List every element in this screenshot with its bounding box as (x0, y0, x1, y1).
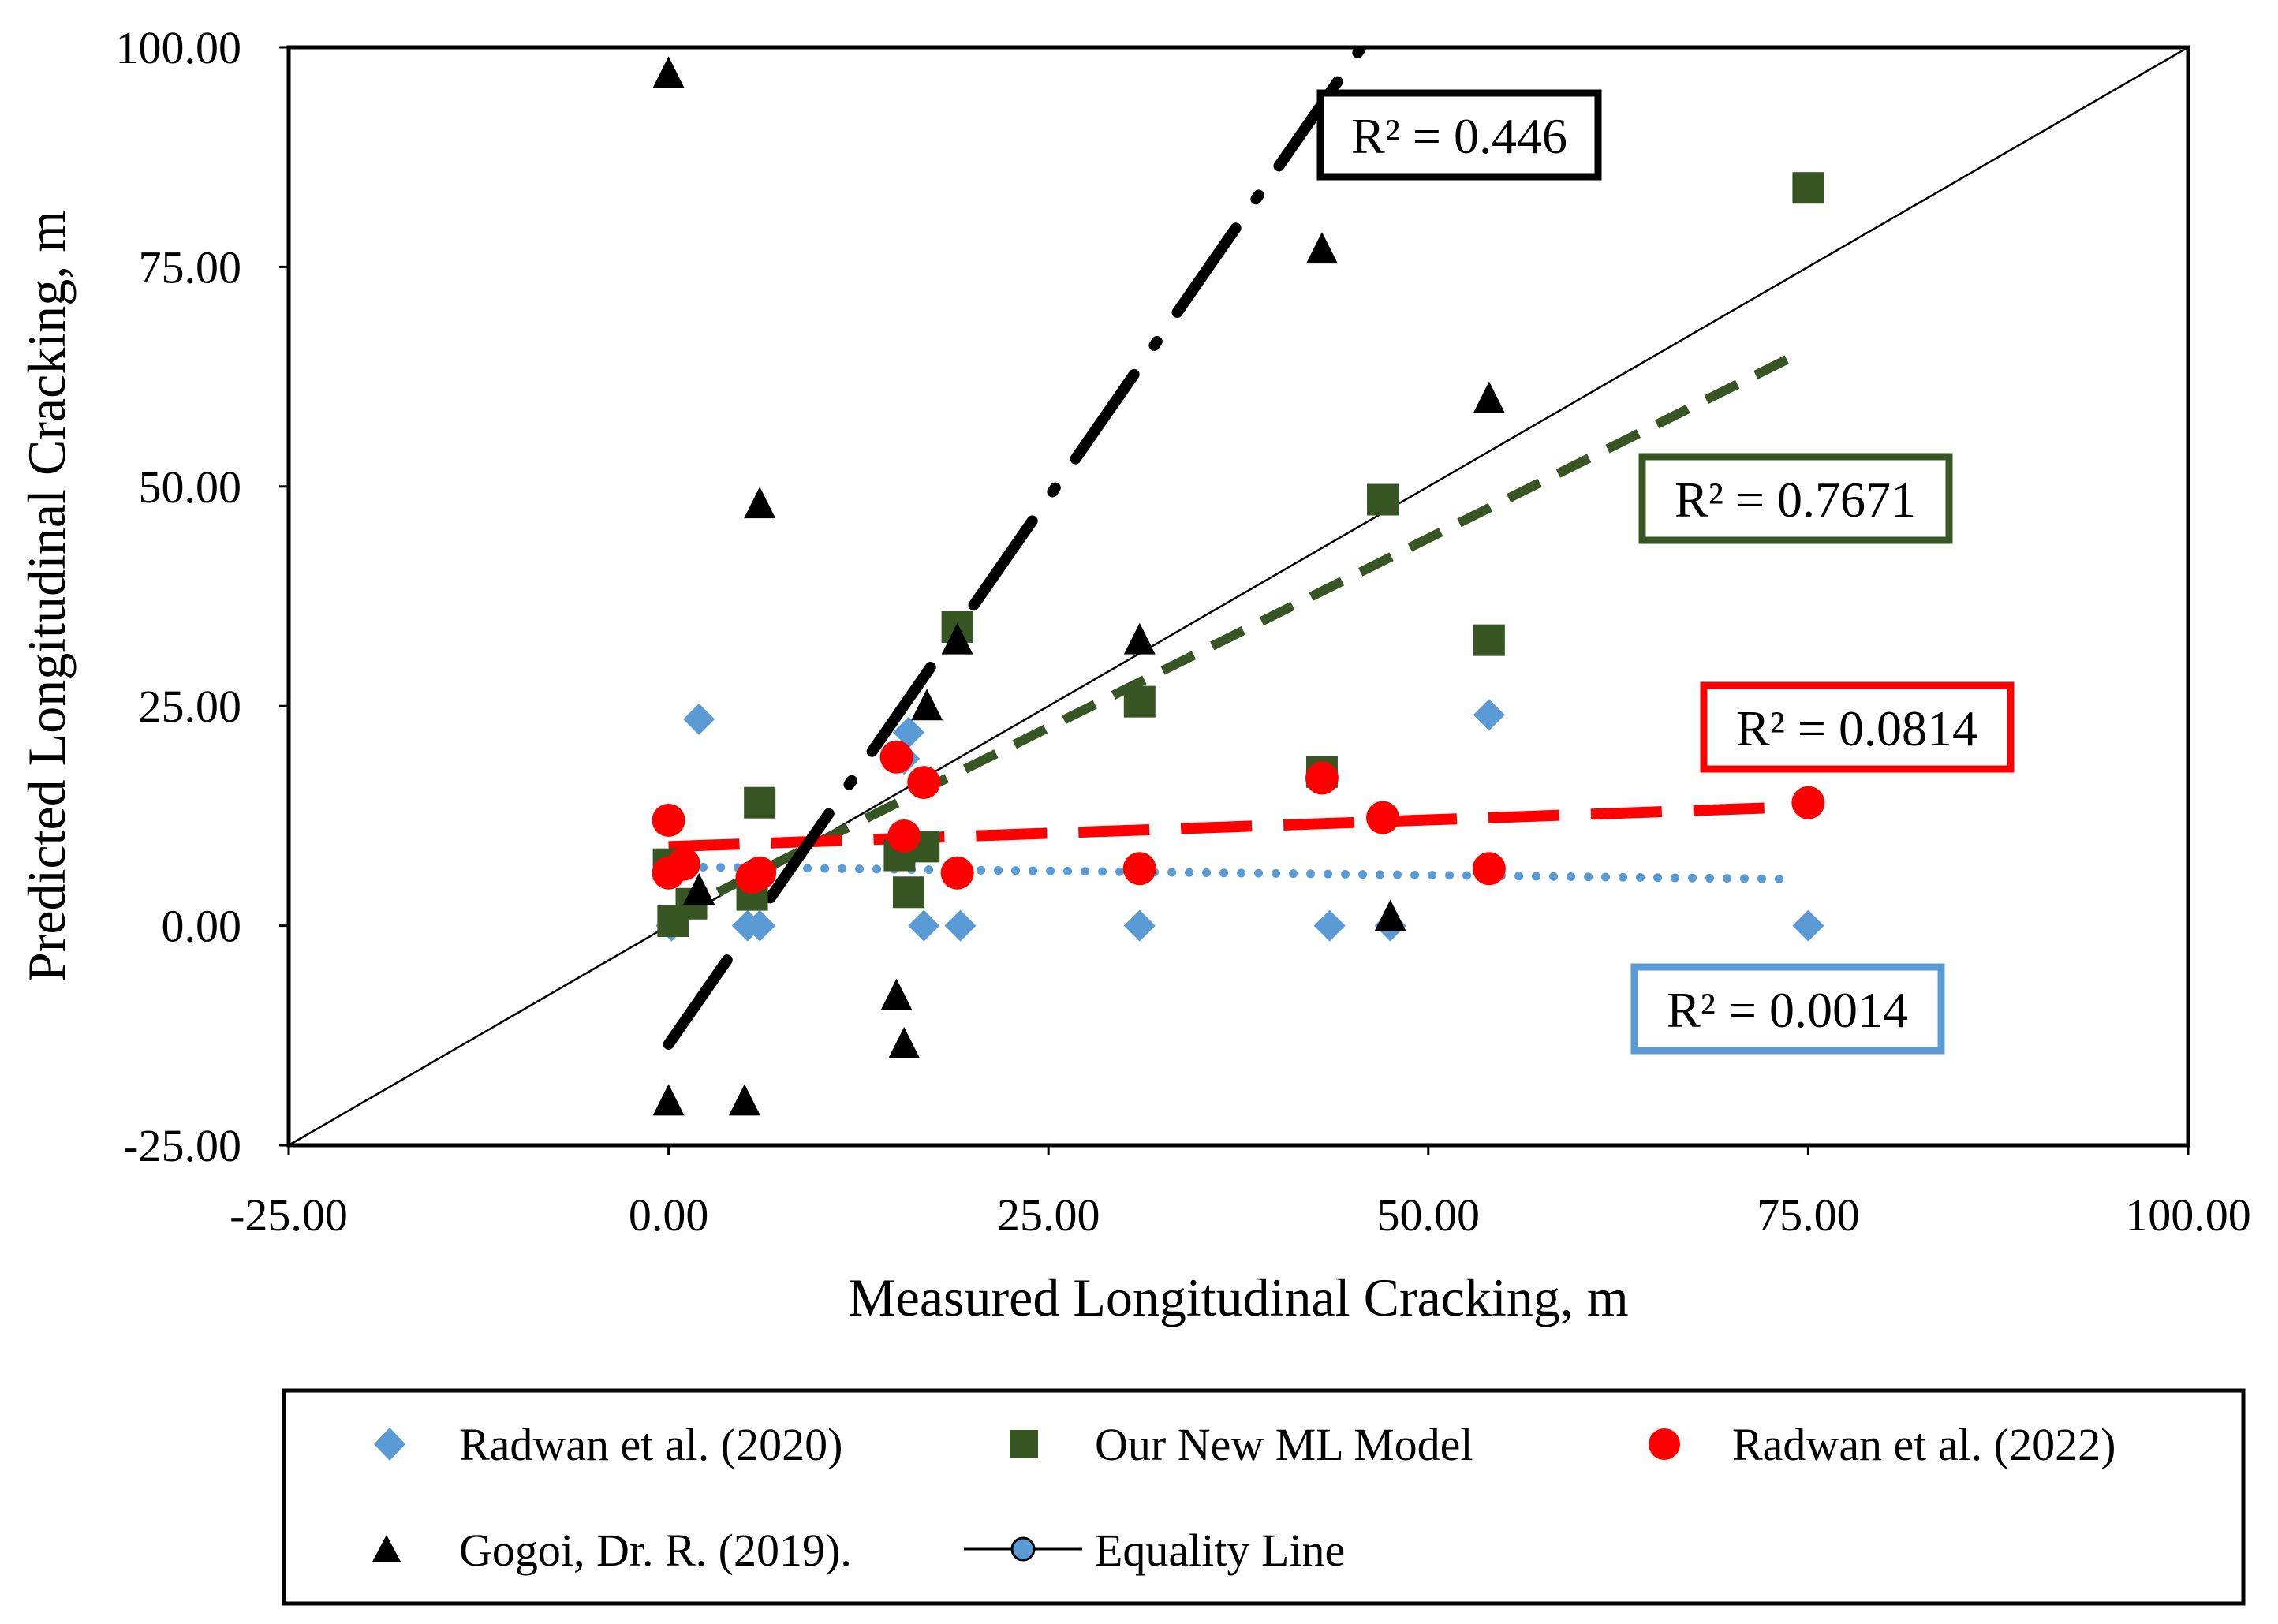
data-point-square (1473, 624, 1505, 656)
svg-text:Gogoi, Dr. R. (2019).: Gogoi, Dr. R. (2019). (459, 1525, 852, 1576)
y-tick-label: 50.00 (139, 461, 242, 513)
svg-text:R² = 0.0814: R² = 0.0814 (1736, 700, 1977, 756)
legend-item-radwan-2020: Radwan et al. (2020) (374, 1419, 842, 1470)
r2-box-gogoi: R² = 0.446 (1316, 89, 1602, 181)
data-point-triangle (1374, 899, 1406, 931)
series-2 (652, 740, 1825, 894)
r2-box-radwan-2022: R² = 0.0814 (1700, 681, 2015, 773)
data-point-circle (652, 803, 685, 837)
svg-text:R² = 0.7671: R² = 0.7671 (1675, 472, 1916, 528)
data-point-diamond (908, 909, 940, 942)
legend-item-gogoi: Gogoi, Dr. R. (2019). (372, 1525, 852, 1576)
x-axis-ticks: -25.00 0.00 25.00 50.00 75.00 100.00 (230, 1145, 2251, 1241)
data-point-circle (907, 766, 941, 800)
legend-item-ml-model: Our New ML Model (1010, 1419, 1473, 1470)
data-point-diamond (1792, 909, 1824, 942)
equality-line (289, 47, 2188, 1145)
triangle-marker-icon (372, 1535, 401, 1562)
y-tick-label: 100.00 (116, 22, 242, 73)
series-3 (652, 56, 1505, 1116)
data-point-diamond (683, 703, 715, 735)
data-point-square (744, 786, 776, 819)
legend-item-equality-line: Equality Line (964, 1525, 1345, 1576)
data-point-square (892, 876, 924, 909)
x-tick-label: -25.00 (230, 1189, 348, 1241)
x-tick-label: 0.00 (629, 1189, 709, 1241)
x-tick-label: 75.00 (1757, 1189, 1860, 1241)
data-point-diamond (1313, 909, 1346, 942)
data-point-triangle (880, 978, 913, 1010)
data-point-circle (1472, 852, 1506, 886)
data-point-triangle (888, 1026, 921, 1058)
r2-box-ml-model: R² = 0.7671 (1638, 453, 1953, 544)
data-point-circle (887, 819, 921, 853)
data-point-triangle (1123, 622, 1156, 655)
data-point-triangle (728, 1084, 760, 1116)
data-point-diamond (1123, 909, 1156, 942)
data-point-circle (1366, 801, 1400, 834)
r2-box-radwan-2020: R² = 0.0014 (1630, 963, 1945, 1055)
data-point-square (1792, 172, 1824, 204)
data-point-triangle (941, 622, 973, 655)
y-tick-label: 0.00 (162, 901, 242, 952)
y-tick-label: -25.00 (123, 1120, 241, 1171)
data-point-diamond (892, 716, 924, 749)
circle-marker-icon (1649, 1428, 1680, 1460)
legend-item-radwan-2022: Radwan et al. (2022) (1649, 1419, 2116, 1470)
y-tick-label: 75.00 (139, 241, 242, 293)
data-point-circle (1122, 852, 1156, 886)
data-point-square (1123, 685, 1156, 718)
data-point-circle (879, 740, 913, 774)
svg-text:Equality Line: Equality Line (1095, 1525, 1345, 1576)
data-points (652, 56, 1825, 1116)
y-axis-ticks: -25.00 0.00 25.00 50.00 75.00 100.00 (116, 22, 289, 1171)
trendlines (663, 47, 1798, 1050)
equality-marker-icon (1010, 1536, 1036, 1562)
x-tick-label: 50.00 (1377, 1189, 1481, 1241)
x-axis-title: Measured Longitudinal Cracking, m (848, 1267, 1629, 1327)
data-point-triangle (652, 56, 685, 88)
data-point-square (1367, 483, 1399, 516)
svg-text:Radwan et al. (2020): Radwan et al. (2020) (459, 1419, 842, 1470)
data-point-circle (667, 847, 700, 881)
data-point-triangle (744, 487, 776, 519)
data-point-circle (1791, 786, 1825, 819)
data-point-triangle (652, 1084, 685, 1116)
data-point-circle (1305, 761, 1339, 795)
diamond-marker-icon (374, 1428, 405, 1461)
trendline-2 (668, 801, 1794, 853)
x-tick-label: 25.00 (997, 1189, 1100, 1241)
trendline-1 (666, 352, 1795, 921)
trendline-0 (664, 862, 1798, 884)
data-point-triangle (683, 873, 715, 905)
svg-text:Our New ML Model: Our New ML Model (1095, 1419, 1473, 1470)
svg-text:Radwan et al. (2022): Radwan et al. (2022) (1732, 1419, 2116, 1470)
trendline-3 (663, 47, 1369, 1050)
data-point-triangle (911, 689, 943, 721)
legend: Radwan et al. (2020) Our New ML Model Ra… (282, 1388, 2246, 1606)
square-marker-icon (1010, 1430, 1038, 1458)
svg-text:R² = 0.446: R² = 0.446 (1351, 108, 1567, 164)
data-point-triangle (1305, 232, 1338, 264)
data-point-circle (743, 856, 777, 890)
data-point-diamond (744, 909, 776, 942)
data-point-circle (940, 856, 974, 890)
x-tick-label: 100.00 (2125, 1189, 2251, 1241)
y-axis-title: Predicted Longitudinal Cracking, m (17, 211, 77, 982)
y-tick-label: 25.00 (139, 681, 242, 732)
svg-text:R² = 0.0014: R² = 0.0014 (1667, 982, 1908, 1038)
data-point-diamond (944, 909, 977, 942)
data-point-diamond (1473, 699, 1505, 731)
data-point-triangle (1473, 381, 1505, 413)
